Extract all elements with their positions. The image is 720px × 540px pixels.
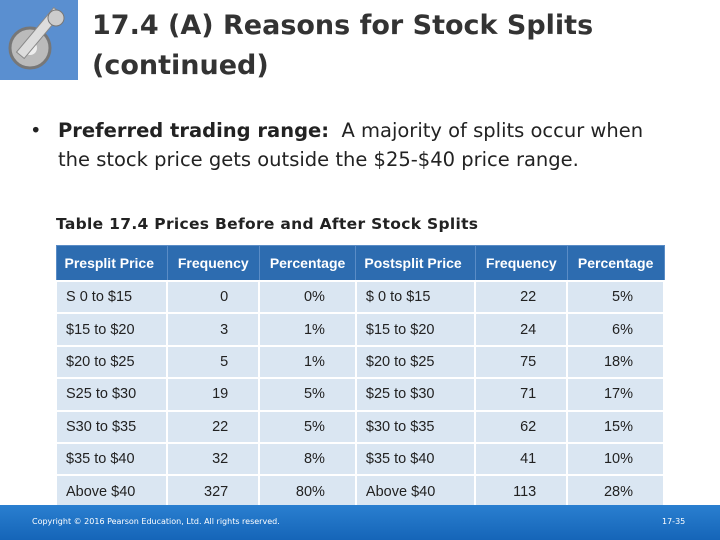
table-cell: $15 to $20	[354, 312, 477, 347]
bullet-label: Preferred trading range:	[58, 119, 330, 142]
table-cell: 327	[166, 474, 261, 509]
table-cell: 62	[474, 409, 569, 444]
table-cell: 8%	[258, 441, 357, 477]
column-header: Percentage	[258, 245, 357, 282]
table-cell: 1%	[258, 344, 357, 380]
table-cell: 113	[474, 474, 569, 509]
table-cell: 75	[474, 344, 569, 380]
table-cell: $ 0 to $15	[354, 279, 477, 315]
table-row: $15 to $20 3 1% $15 to $20 24 6%	[54, 312, 665, 347]
table-cell: $25 to $30	[354, 377, 477, 412]
table: Presplit Price Frequency Percentage Postspl…	[54, 245, 665, 509]
table-caption: Table 17.4 Prices Before and After Stock…	[56, 215, 479, 233]
table-cell: 15%	[566, 409, 665, 444]
table-cell: 0%	[258, 279, 357, 315]
table-cell: $20 to $25	[354, 344, 477, 380]
table-cell: 17%	[566, 377, 665, 412]
copyright: Copyright © 2016 Pearson Education, Ltd.…	[32, 517, 280, 526]
table-cell: 80%	[258, 474, 357, 509]
table-cell: 5%	[258, 377, 357, 412]
table-row: Above $40 327 80% Above $40 113 28%	[54, 474, 665, 509]
table-cell: Above $40	[354, 474, 477, 509]
title: 17.4 (A) Reasons for Stock Splits	[92, 10, 594, 41]
table-cell: 28%	[566, 474, 665, 509]
table-cell: 22	[474, 279, 569, 315]
table-body: S 0 to $15 0 0% $ 0 to $15 22 5% $15 to $20 3 1%…	[54, 279, 665, 509]
title: (continued)	[92, 50, 269, 81]
table-cell: S25 to $30	[54, 377, 169, 412]
table-cell: 0	[166, 279, 261, 315]
table-cell: $15 to $20	[54, 312, 169, 347]
table-cell: 1%	[258, 312, 357, 347]
column-header: Postsplit Price	[355, 245, 476, 282]
footer-bar	[0, 505, 720, 540]
bullet: • Preferred trading range: A majority of…	[30, 116, 670, 174]
table-cell: 3	[166, 312, 261, 347]
table-cell: 24	[474, 312, 569, 347]
bullet-dot: •	[30, 119, 42, 142]
table-cell: $20 to $25	[54, 344, 169, 380]
table-cell: 18%	[566, 344, 665, 380]
table-cell: 71	[474, 377, 569, 412]
table-cell: 32	[166, 441, 261, 477]
table-row: S 0 to $15 0 0% $ 0 to $15 22 5%	[54, 279, 665, 315]
column-header: Frequency	[166, 245, 260, 282]
table-cell: 10%	[566, 441, 665, 477]
table-cell: $35 to $40	[54, 441, 169, 477]
table-row: S30 to $35 22 5% $30 to $35 62 15%	[54, 409, 665, 444]
tools-icon	[0, 0, 78, 80]
table-cell: 19	[166, 377, 261, 412]
bullet-text: A majority of splits occur when the stoc…	[58, 119, 644, 171]
header-row: Presplit Price Frequency Percentage Postspl…	[55, 245, 665, 282]
table-row: $35 to $40 32 8% $35 to $40 41 10%	[54, 441, 665, 477]
table-cell: Above $40	[54, 474, 169, 509]
column-header: Frequency	[474, 245, 568, 282]
page-number: 17-35	[662, 517, 686, 526]
table-row: $20 to $25 5 1% $20 to $25 75 18%	[54, 344, 665, 380]
table-cell: $35 to $40	[354, 441, 477, 477]
table-cell: 6%	[566, 312, 665, 347]
column-header: Percentage	[566, 245, 665, 282]
table-cell: 22	[166, 409, 261, 444]
table-row: S25 to $30 19 5% $25 to $30 71 17%	[54, 377, 665, 412]
table-cell: 41	[474, 441, 569, 477]
table-cell: S30 to $35	[54, 409, 169, 444]
table-cell: 5	[166, 344, 261, 380]
table-cell: 5%	[566, 279, 665, 315]
column-header: Presplit Price	[55, 245, 168, 282]
table-cell: $30 to $35	[354, 409, 477, 444]
table-cell: S 0 to $15	[54, 279, 169, 315]
table-cell: 5%	[258, 409, 357, 444]
